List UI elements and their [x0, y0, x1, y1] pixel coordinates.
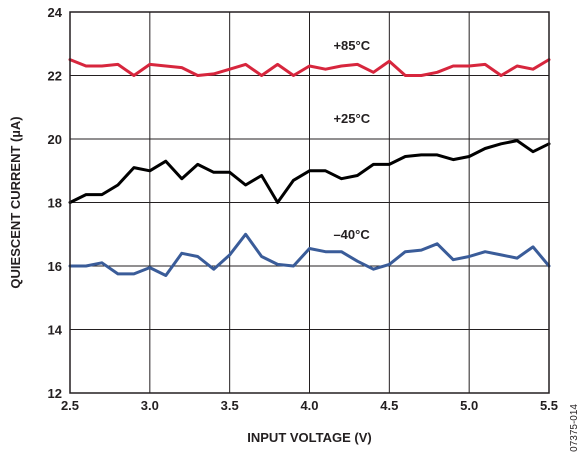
series-group: [68, 58, 551, 277]
figure-id: 07375-014: [569, 404, 580, 452]
x-tick-label: 4.0: [300, 398, 318, 413]
x-tick-label: 4.5: [380, 398, 398, 413]
y-tick-label: 14: [48, 323, 63, 338]
tick-labels: 2.5 3.0 3.5 4.0 4.5 5.0 5.5 12 14 16 18 20 22 24: [48, 5, 559, 413]
x-tick-label: 5.0: [460, 398, 478, 413]
series-annotation: +85°C: [333, 38, 370, 53]
y-tick-label: 18: [48, 196, 62, 211]
series-line-40c: [68, 232, 551, 277]
x-tick-label: 2.5: [61, 398, 79, 413]
y-tick-label: 16: [48, 259, 62, 274]
x-tick-label: 3.5: [221, 398, 239, 413]
x-tick-label: 3.0: [141, 398, 159, 413]
y-axis-title: QUIESCENT CURRENT (µA): [8, 116, 23, 288]
series-line-25c: [68, 139, 551, 204]
x-tick-label: 5.5: [540, 398, 558, 413]
annotations: +85°C +25°C –40°C: [333, 38, 370, 242]
series-line-85c: [68, 58, 551, 77]
y-tick-label: 22: [48, 69, 62, 84]
y-tick-label: 24: [48, 5, 63, 20]
series-annotation: +25°C: [333, 111, 370, 126]
y-tick-label: 12: [48, 386, 62, 401]
y-tick-label: 20: [48, 132, 62, 147]
plot-frame: [69, 11, 550, 394]
x-axis-title: INPUT VOLTAGE (V): [247, 430, 371, 445]
series-annotation: –40°C: [333, 227, 370, 242]
